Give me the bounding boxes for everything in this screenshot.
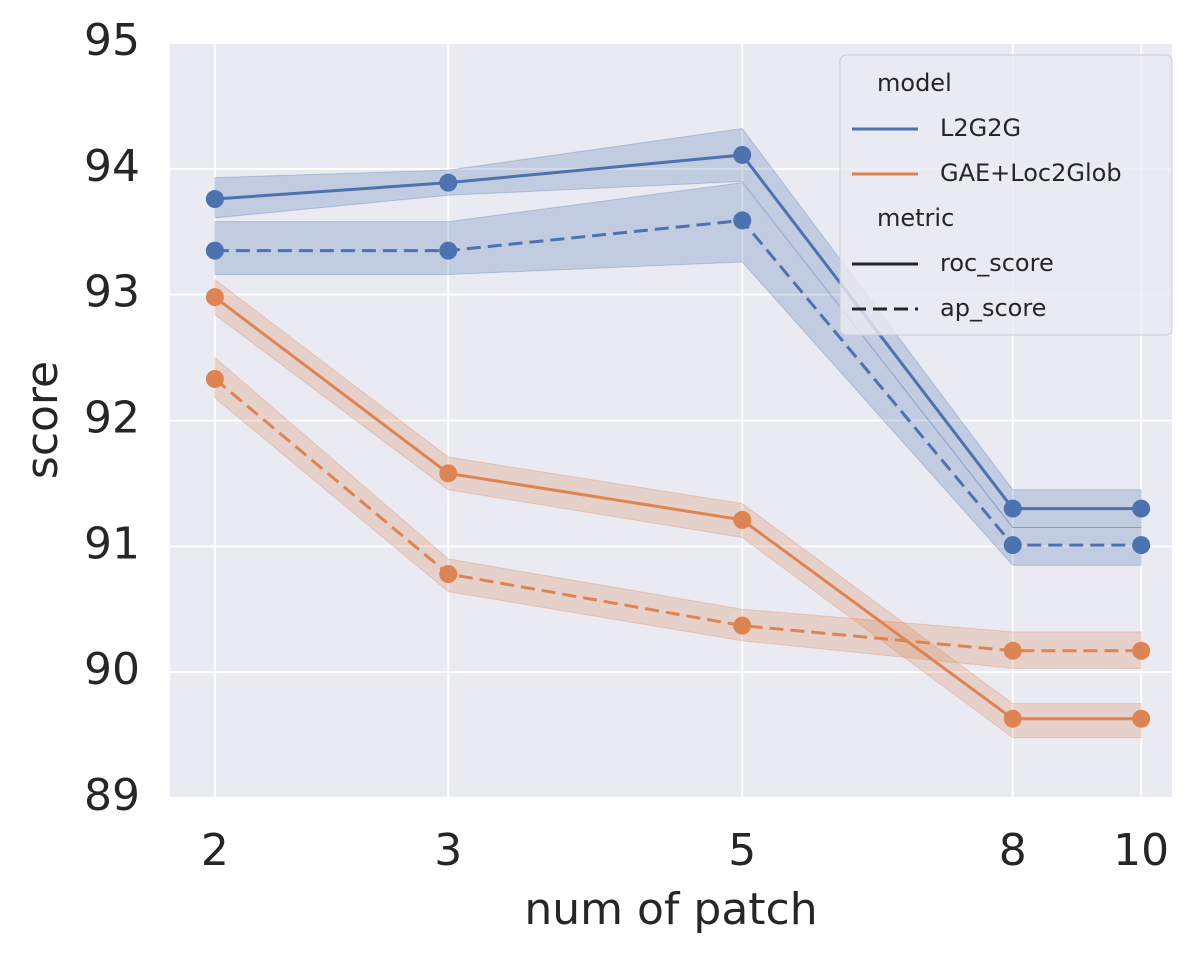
y-tick-label: 89 [84,770,140,821]
legend-label: roc_score [940,249,1054,277]
ci-band [214,182,1142,566]
point [205,288,224,307]
legend-box [839,54,1173,336]
ci-band [214,128,1142,528]
legend-label: GAE+Loc2Glob [940,159,1122,187]
point [1132,709,1151,728]
point [733,145,752,164]
ci-band [214,356,1142,669]
point [1003,641,1022,660]
y-tick-label: 95 [84,15,140,66]
y-axis-label: score [17,361,68,479]
point [1132,499,1151,518]
x-tick-label: 8 [999,825,1027,876]
point [205,190,224,209]
y-tick-label: 94 [84,141,140,192]
point [733,510,752,529]
legend-label: L2G2G [940,114,1021,142]
x-tick-label: 10 [1113,825,1169,876]
y-tick-label: 92 [84,393,140,444]
point [733,616,752,635]
point [439,241,458,260]
line [213,377,1142,653]
x-tick-label: 2 [201,825,229,876]
y-tick-label: 93 [84,267,140,318]
y-tick-label: 91 [84,518,140,569]
point [439,565,458,584]
point [1003,536,1022,555]
x-tick-label: 5 [728,825,756,876]
point [439,464,458,483]
point [439,173,458,192]
point [1132,536,1151,555]
x-axis-label: num of patch [524,884,817,935]
legend: model L2G2G GAE+Loc2Glob metric roc_score ap_… [839,54,1173,336]
point [1003,709,1022,728]
legend-title: model [877,69,952,97]
point [1132,641,1151,660]
point [1003,499,1022,518]
y-tick-label: 90 [84,644,140,695]
point [733,211,752,230]
legend-title: metric [877,204,954,232]
point [205,241,224,260]
x-tick-label: 3 [434,825,462,876]
legend-label: ap_score [940,294,1046,322]
point [205,369,224,388]
